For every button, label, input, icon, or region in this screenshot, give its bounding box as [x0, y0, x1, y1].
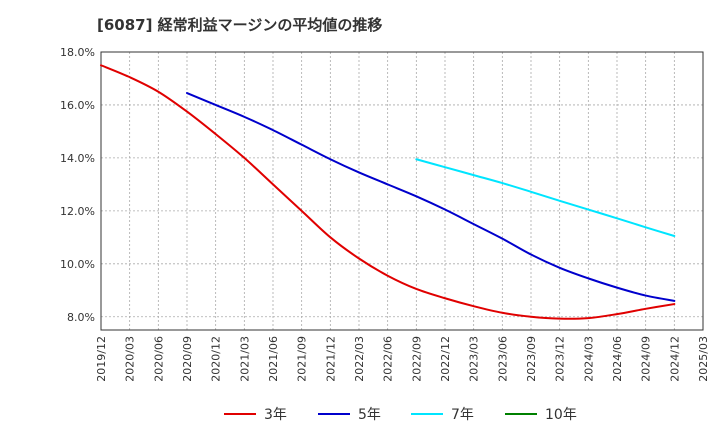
x-tick-label: 2024/03	[582, 336, 595, 382]
series-line-1	[100, 64, 676, 320]
x-tick-label: 2022/06	[382, 336, 395, 382]
y-tick-label: 8.0%	[67, 311, 95, 324]
x-tick-label: 2021/03	[238, 336, 251, 382]
legend-label: 10年	[545, 407, 577, 423]
series-line-3	[415, 158, 676, 238]
series-lines	[100, 64, 676, 320]
y-tick-label: 18.0%	[60, 46, 95, 59]
legend-label: 7年	[451, 407, 474, 423]
legend-label: 5年	[358, 407, 381, 423]
legend-swatch	[505, 413, 537, 415]
x-tick-label: 2020/12	[210, 336, 223, 382]
x-tick-label: 2021/12	[324, 336, 337, 382]
x-tick-label: 2020/03	[124, 336, 137, 382]
legend-swatch	[224, 413, 256, 415]
plot-area-frame	[100, 51, 704, 331]
y-tick-label: 12.0%	[60, 205, 95, 218]
x-tick-label: 2025/03	[697, 336, 710, 382]
x-axis-ticks: 2019/12 2020/03 2020/06 2020/09 2020/12 2021/…	[95, 336, 710, 382]
legend-swatch	[411, 413, 443, 415]
x-tick-label: 2020/09	[181, 336, 194, 382]
x-tick-label: 2021/06	[267, 336, 280, 382]
x-tick-label: 2021/09	[296, 336, 309, 382]
x-tick-label: 2022/03	[353, 336, 366, 382]
x-tick-label: 2022/12	[439, 336, 452, 382]
series-line-2	[186, 92, 676, 302]
x-tick-label: 2024/06	[611, 336, 624, 382]
chart-title: [6087] 経常利益マージンの平均値の推移	[97, 16, 383, 34]
x-tick-label: 2023/03	[468, 336, 481, 382]
legend-item: 7年	[411, 404, 474, 424]
x-tick-label: 2019/12	[95, 336, 108, 382]
legend-item: 10年	[505, 404, 577, 424]
x-tick-label: 2023/12	[554, 336, 567, 382]
legend-item: 5年	[318, 404, 381, 424]
y-tick-label: 16.0%	[60, 99, 95, 112]
legend-swatch	[318, 413, 350, 415]
y-tick-label: 14.0%	[60, 152, 95, 165]
x-tick-label: 2024/09	[640, 336, 653, 382]
y-axis-ticks: 8.0% 10.0% 12.0% 14.0% 16.0% 18.0%	[60, 46, 95, 324]
x-tick-label: 2024/12	[668, 336, 681, 382]
x-tick-label: 2023/09	[525, 336, 538, 382]
y-tick-label: 10.0%	[60, 258, 95, 271]
x-tick-label: 2022/09	[410, 336, 423, 382]
x-tick-label: 2023/06	[496, 336, 509, 382]
legend-item: 3年	[224, 404, 287, 424]
x-tick-label: 2020/06	[152, 336, 165, 382]
legend-label: 3年	[264, 407, 287, 423]
